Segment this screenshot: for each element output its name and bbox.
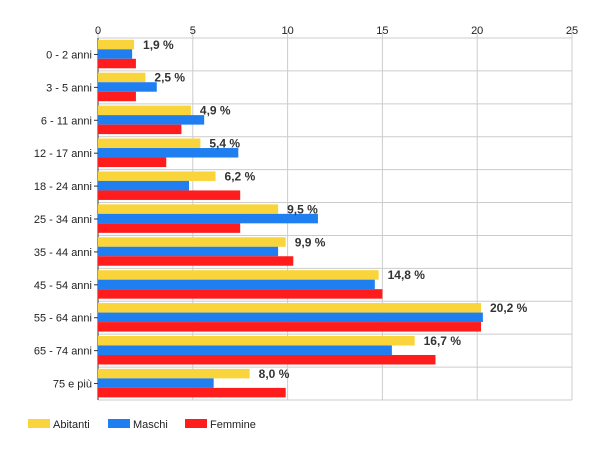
data-label: 20,2 % <box>490 301 528 315</box>
bar-abitanti <box>98 237 286 247</box>
data-label: 6,2 % <box>225 169 256 183</box>
bar-femmine <box>98 190 241 200</box>
legend: Abitanti Maschi Femmine <box>28 419 256 431</box>
bar-abitanti <box>98 270 379 280</box>
category-label: 35 - 44 anni <box>34 247 92 259</box>
legend-swatch <box>108 419 130 428</box>
bar-abitanti <box>98 368 250 379</box>
data-label: 9,9 % <box>295 235 326 249</box>
bar-maschi <box>98 312 483 323</box>
bar-maschi <box>98 378 214 388</box>
bar-femmine <box>98 289 383 299</box>
x-tick-label: 20 <box>471 25 483 37</box>
bar-maschi <box>98 279 375 290</box>
category-label: 12 - 17 anni <box>34 148 92 160</box>
category-label: 65 - 74 anni <box>34 346 92 358</box>
legend-swatch <box>28 419 50 428</box>
x-tick-label: 0 <box>95 25 101 37</box>
legend-label: Abitanti <box>53 419 90 431</box>
bar-abitanti <box>98 39 135 50</box>
bar-femmine <box>98 387 286 398</box>
legend-label: Femmine <box>210 419 256 431</box>
bar-femmine <box>98 354 436 365</box>
bars <box>98 39 483 398</box>
x-tick-label: 15 <box>376 25 388 37</box>
data-label: 2,5 % <box>154 71 185 85</box>
x-tick-label: 5 <box>190 25 196 37</box>
category-label: 0 - 2 anni <box>46 49 92 61</box>
category-label: 75 e più <box>53 379 92 391</box>
bar-femmine <box>98 157 167 168</box>
legend-swatch <box>185 419 207 428</box>
grid-lines <box>97 30 573 401</box>
data-label: 14,8 % <box>388 268 426 282</box>
bar-abitanti <box>98 204 279 214</box>
x-tick-label: 25 <box>566 25 578 37</box>
category-label: 25 - 34 anni <box>34 214 92 226</box>
legend-label: Maschi <box>133 419 168 431</box>
bar-maschi <box>98 345 392 355</box>
data-label: 5,4 % <box>209 137 240 151</box>
bar-maschi <box>98 180 190 191</box>
bar-maschi <box>98 246 279 257</box>
category-label: 6 - 11 anni <box>41 115 92 127</box>
category-label: 18 - 24 anni <box>34 181 92 193</box>
bar-maschi <box>98 148 239 158</box>
category-label: 3 - 5 anni <box>46 82 92 94</box>
bar-maschi <box>98 213 318 224</box>
bar-femmine <box>98 58 136 69</box>
bar-abitanti <box>98 171 216 181</box>
bar-maschi <box>98 115 205 125</box>
bar-abitanti <box>98 72 146 83</box>
y-axis-categories: 0 - 2 anni 3 - 5 anni 6 - 11 anni 12 - 17 a… <box>34 49 98 391</box>
bar-abitanti <box>98 105 191 116</box>
x-tick-label: 10 <box>281 25 293 37</box>
bar-femmine <box>98 256 294 266</box>
bar-femmine <box>98 91 136 102</box>
data-labels: 1,9 % 2,5 % 4,9 % 5,4 % 6,2 % 9,5 % 9,9 % 14,8 … <box>143 38 528 381</box>
data-label: 4,9 % <box>200 104 231 118</box>
data-label: 16,7 % <box>424 334 462 348</box>
category-label: 55 - 64 anni <box>34 313 92 325</box>
data-label: 1,9 % <box>143 38 174 52</box>
bar-abitanti <box>98 303 481 313</box>
bar-abitanti <box>98 335 415 346</box>
bar-maschi <box>98 82 157 92</box>
bar-abitanti <box>98 138 201 149</box>
data-label: 8,0 % <box>259 367 290 381</box>
bar-femmine <box>98 223 241 233</box>
data-label: 9,5 % <box>287 202 318 216</box>
bar-femmine <box>98 124 182 135</box>
category-label: 45 - 54 anni <box>34 280 92 292</box>
x-axis-ticks: 0 5 10 15 20 25 <box>95 25 578 37</box>
bar-maschi <box>98 49 133 59</box>
bar-femmine <box>98 322 481 332</box>
